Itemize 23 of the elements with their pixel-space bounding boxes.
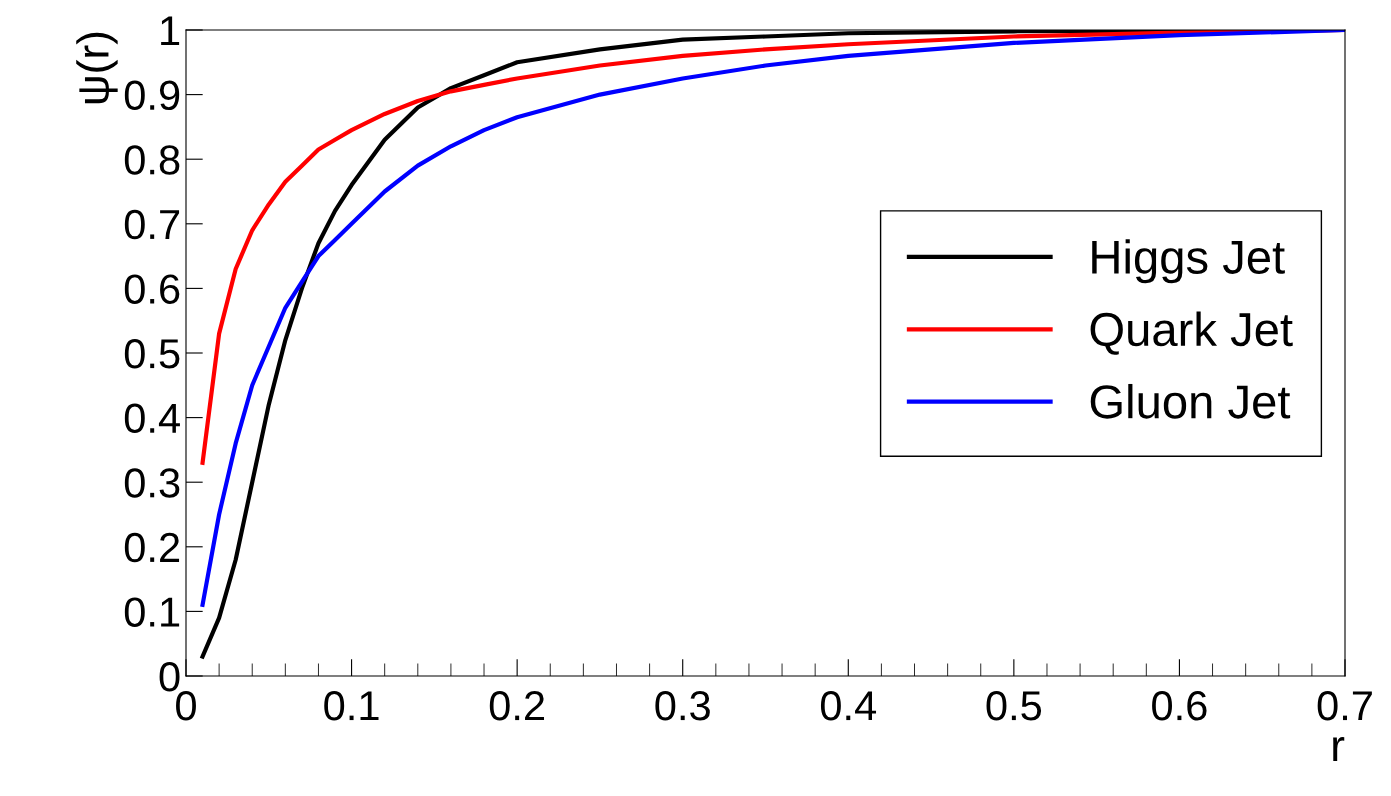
x-tick-label: 0.6: [1152, 690, 1207, 721]
y-tick-label: 0.9: [124, 80, 180, 111]
legend-label: Gluon Jet: [1090, 383, 1291, 419]
x-tick-label: 0.2: [489, 690, 545, 721]
y-tick-label: 0.6: [124, 274, 180, 304]
x-tick-label: 0.3: [655, 690, 710, 721]
y-tick-label: 0.1: [124, 597, 180, 627]
legend-label: Higgs Jet: [1092, 239, 1285, 284]
y-axis-title: ψ(r): [76, 32, 118, 104]
y-tick-label: 0.4: [124, 403, 180, 434]
y-tick-label: 0.5: [124, 339, 180, 369]
x-tick-label: 0.4: [820, 690, 877, 721]
y-tick-label: 0.7: [124, 209, 180, 240]
y-tick-label: 1: [161, 16, 180, 46]
y-tick-label: 0: [159, 662, 180, 692]
x-tick-label: 0.5: [986, 690, 1042, 721]
y-tick-label: 0.3: [124, 468, 180, 498]
x-tick-label: 0.7: [1317, 690, 1372, 721]
y-tick-label: 0.8: [124, 145, 180, 175]
x-axis-title: r: [1333, 737, 1345, 761]
x-tick-label: 0.1: [324, 690, 379, 721]
legend-label: Quark Jet: [1090, 311, 1293, 355]
y-tick-label: 0.2: [124, 532, 180, 563]
